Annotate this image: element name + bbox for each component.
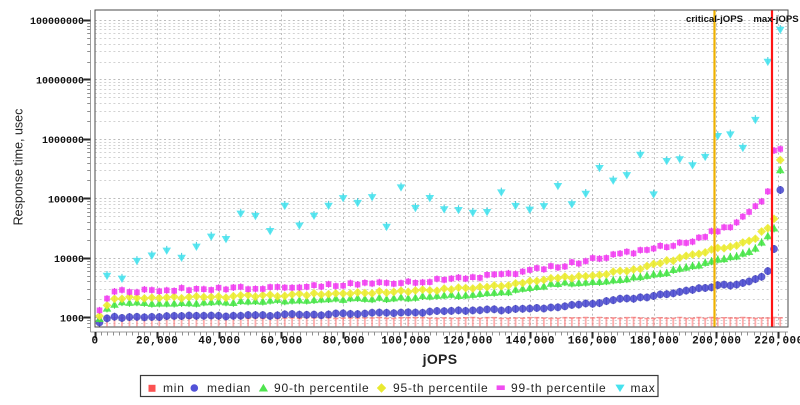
svg-text:10000000: 10000000 <box>36 77 84 88</box>
svg-text:140,000: 140,000 <box>506 335 555 347</box>
svg-text:1000: 1000 <box>60 314 84 325</box>
svg-text:20,000: 20,000 <box>136 335 178 347</box>
svg-text:220,000: 220,000 <box>754 335 800 347</box>
svg-text:max: max <box>631 381 656 395</box>
svg-text:100000000: 100000000 <box>30 17 84 28</box>
svg-text:max-jOPS: max-jOPS <box>753 14 799 25</box>
svg-text:180,000: 180,000 <box>630 335 679 347</box>
svg-text:jOPS: jOPS <box>422 351 458 367</box>
svg-text:100000: 100000 <box>48 195 84 206</box>
svg-text:Response time, usec: Response time, usec <box>12 109 26 226</box>
svg-text:80,000: 80,000 <box>323 335 365 347</box>
svg-text:10000: 10000 <box>54 255 84 266</box>
svg-text:90-th percentile: 90-th percentile <box>274 381 370 395</box>
svg-text:160,000: 160,000 <box>568 335 617 347</box>
svg-text:median: median <box>207 381 251 395</box>
svg-text:95-th percentile: 95-th percentile <box>393 381 489 395</box>
svg-text:200,000: 200,000 <box>692 335 741 347</box>
svg-text:1000000: 1000000 <box>42 136 84 147</box>
svg-text:100,000: 100,000 <box>381 335 430 347</box>
svg-text:min: min <box>163 381 185 395</box>
svg-text:0: 0 <box>91 335 98 347</box>
svg-text:40,000: 40,000 <box>198 335 240 347</box>
svg-text:critical-jOPS: critical-jOPS <box>686 14 744 25</box>
svg-text:60,000: 60,000 <box>260 335 302 347</box>
svg-text:120,000: 120,000 <box>443 335 492 347</box>
svg-text:99-th percentile: 99-th percentile <box>511 381 607 395</box>
